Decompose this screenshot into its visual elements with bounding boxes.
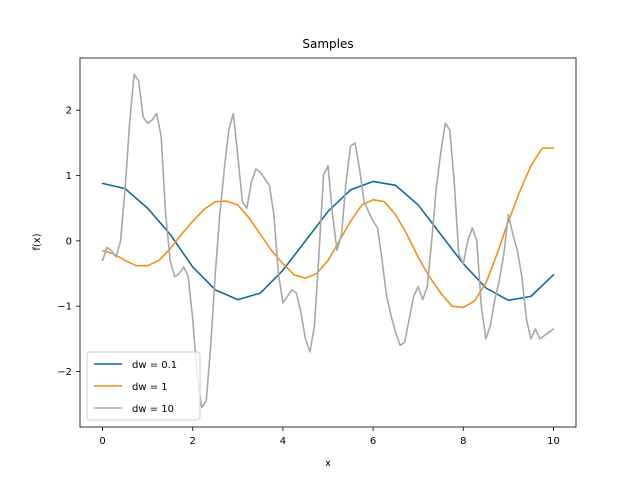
- x-tick-label-4: 8: [460, 436, 466, 447]
- x-axis-ticks: 0 2 4 6 8 10: [99, 427, 560, 447]
- legend: dw = 0.1 dw = 1 dw = 10: [86, 351, 201, 421]
- plot-lines: [101, 73, 555, 409]
- chart-title: Samples: [302, 37, 353, 51]
- series-line-2: [101, 73, 555, 409]
- legend-label-1: dw = 1: [132, 382, 168, 393]
- y-tick-label-1: −1: [57, 302, 72, 313]
- legend-label-2: dw = 10: [132, 404, 174, 415]
- plot-area-frame: [79, 57, 577, 428]
- series-line-0: [101, 180, 555, 302]
- y-axis-ticks: −2 −1 0 1 2: [57, 106, 80, 378]
- y-tick-label-0: −2: [57, 367, 72, 378]
- series-line-1: [101, 147, 555, 309]
- legend-box: [86, 351, 201, 421]
- x-axis-label: x: [325, 458, 331, 469]
- x-tick-label-5: 10: [547, 436, 560, 447]
- x-tick-label-3: 6: [370, 436, 376, 447]
- x-tick-label-2: 4: [280, 436, 286, 447]
- y-tick-label-3: 1: [66, 171, 72, 182]
- x-tick-label-0: 0: [99, 436, 105, 447]
- x-tick-label-1: 2: [190, 436, 196, 447]
- y-tick-label-4: 2: [66, 106, 72, 117]
- y-tick-label-2: 0: [66, 236, 72, 247]
- y-axis-label: f(x): [32, 233, 43, 250]
- legend-label-0: dw = 0.1: [132, 360, 177, 371]
